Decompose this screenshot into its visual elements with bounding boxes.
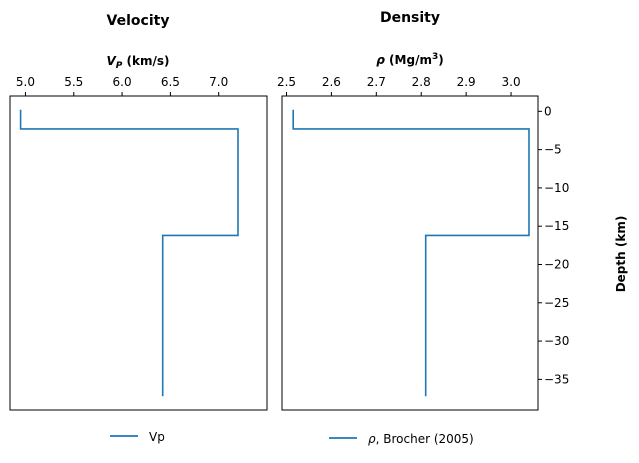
velocity-x-tick-label: 5.0 [16,75,35,89]
density-title: Density [380,10,440,26]
velocity-x-tick-label: 5.5 [64,75,83,89]
velocity-xlabel: VP (km/s) [106,54,169,71]
velocity-x-tick-label: 6.5 [161,75,180,89]
density-axes-frame [281,95,539,411]
density-legend-label: ρ, Brocher (2005) [368,432,474,446]
density-x-tick-label: 3.0 [502,75,521,89]
depth-y-tick-label: 0 [544,104,552,118]
velocity-axes-frame [9,95,268,411]
density-x-tick-label: 2.7 [367,75,386,89]
velocity-x-tick-label: 6.0 [113,75,132,89]
velocity-legend-label: Vp [149,430,165,444]
velocity-series-line [19,109,239,397]
density-xlabel: ρ (Mg/m3) [376,52,443,67]
depth-ylabel: Depth (km) [614,216,628,293]
density-y-ticks: 0 −5 −10 −15 −20 −25 −30 −35 [538,104,569,386]
depth-y-tick-label: −15 [544,219,569,233]
density-x-tick-label: 2.6 [322,75,341,89]
velocity-x-tick-label: 7.0 [209,75,228,89]
velocity-x-ticks: 5.0 5.5 6.0 6.5 7.0 [16,75,228,96]
density-x-tick-label: 2.5 [277,75,296,89]
velocity-panel: Velocity VP (km/s) 5.0 5.5 6.0 6.5 7.0 Vp [9,13,268,444]
density-x-tick-label: 2.9 [457,75,476,89]
depth-y-tick-label: −10 [544,181,569,195]
density-legend: ρ, Brocher (2005) [329,432,474,446]
density-x-tick-label: 2.8 [412,75,431,89]
depth-y-tick-label: −20 [544,257,569,271]
depth-y-tick-label: −25 [544,296,569,310]
velocity-legend: Vp [110,430,165,444]
depth-y-tick-label: −35 [544,372,569,386]
depth-y-tick-label: −30 [544,334,569,348]
density-series-line [292,109,530,397]
depth-y-tick-label: −5 [544,143,562,157]
velocity-title: Velocity [107,13,170,29]
density-panel: Density ρ (Mg/m3) 2.5 2.6 2.7 2.8 2.9 3.0 0 −5… [277,10,628,446]
density-x-ticks: 2.5 2.6 2.7 2.8 2.9 3.0 [277,75,521,96]
